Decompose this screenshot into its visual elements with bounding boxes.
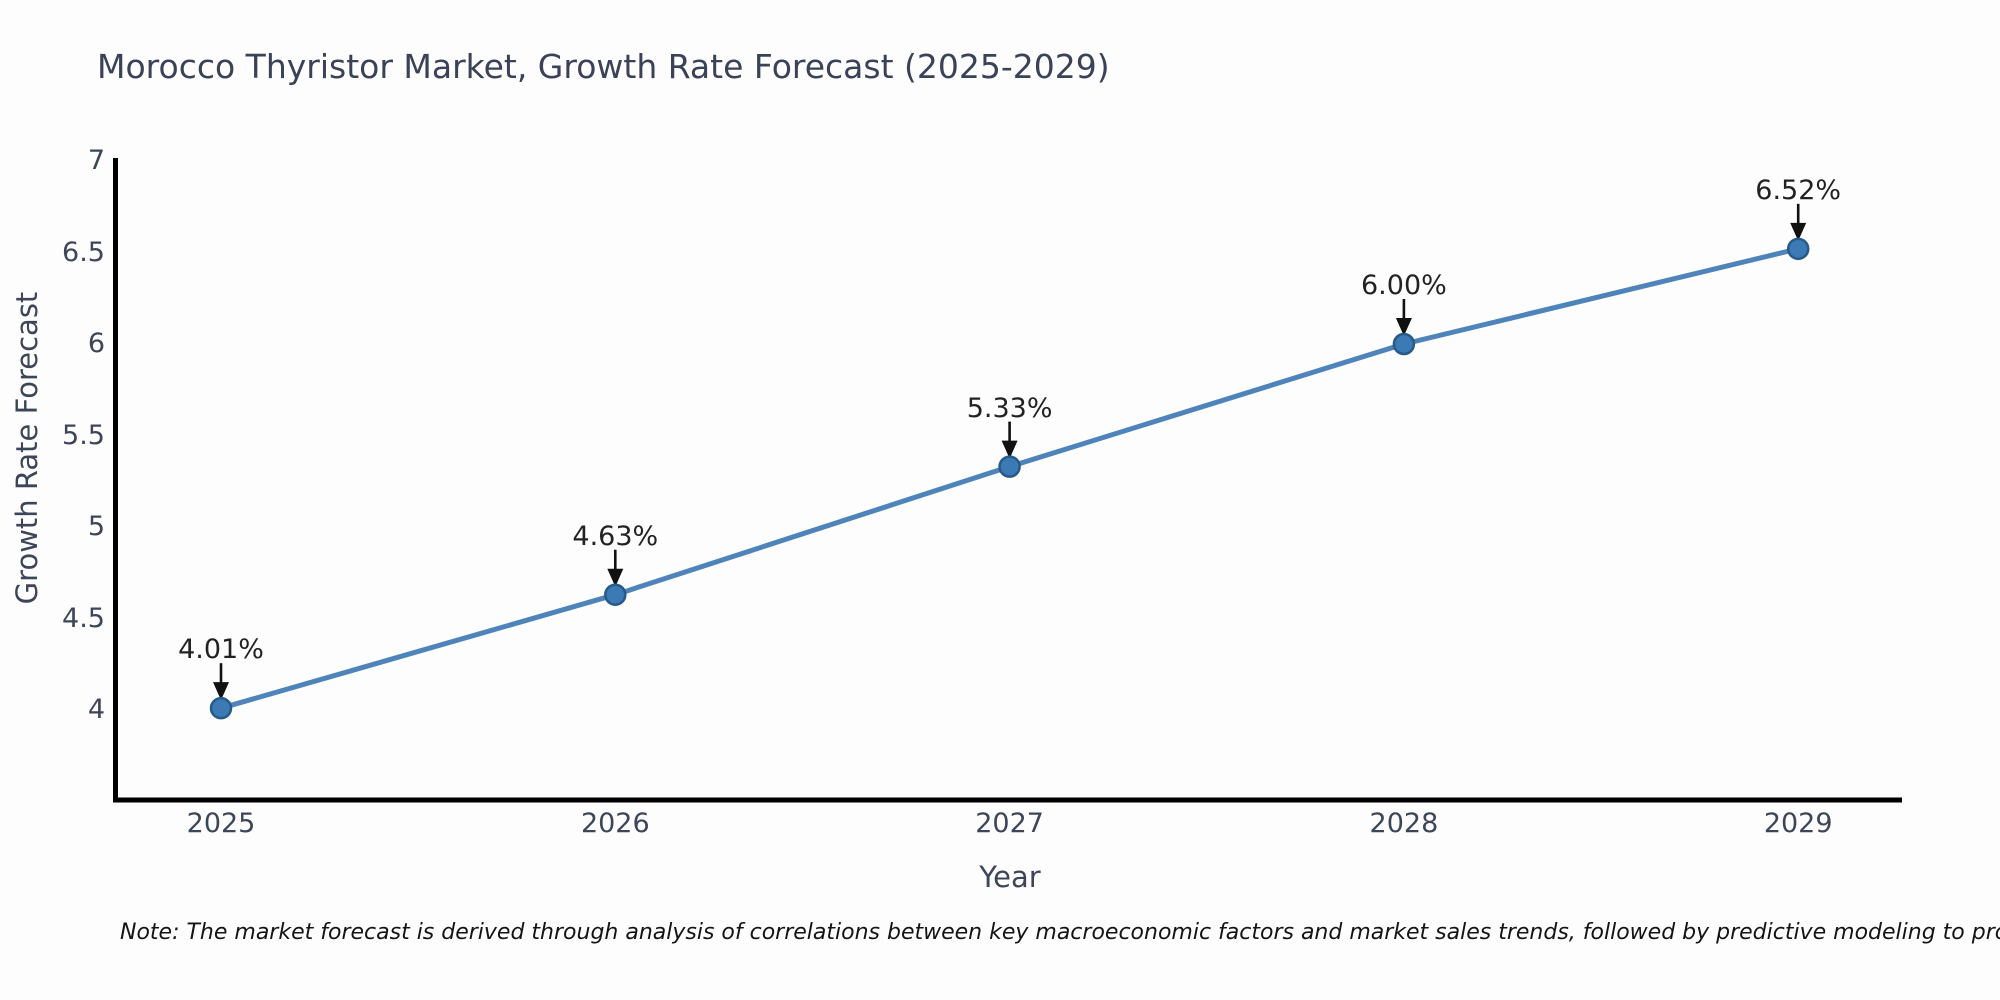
x-tick-label: 2028 <box>1369 808 1439 839</box>
annotation-arrowhead <box>213 682 229 701</box>
x-tick-label: 2025 <box>186 808 256 839</box>
y-tick-label: 7 <box>87 145 105 176</box>
point-label: 6.52% <box>1755 174 1842 206</box>
annotation-arrowhead <box>1001 440 1018 459</box>
y-tick-label: 5.5 <box>62 419 105 451</box>
annotation-arrowhead <box>607 568 624 587</box>
footnote: Note: The market forecast is derived thr… <box>120 920 2000 945</box>
data-point-marker <box>1392 332 1416 356</box>
y-tick-label: 5 <box>87 511 105 542</box>
data-line <box>218 246 1801 711</box>
y-tick-label: 4.5 <box>62 602 105 634</box>
y-tick-label: 6 <box>87 328 105 359</box>
point-label: 6.00% <box>1361 270 1447 301</box>
x-tick-label: 2027 <box>975 808 1044 839</box>
data-point-marker <box>998 455 1021 478</box>
point-label: 4.01% <box>178 634 264 666</box>
x-tick-label: 2026 <box>580 808 650 839</box>
annotation-arrowhead <box>1790 222 1807 241</box>
data-point-marker <box>604 583 627 606</box>
x-axis-title: Year <box>979 860 1041 894</box>
y-axis-line <box>113 158 118 803</box>
data-point-marker <box>209 696 233 720</box>
annotation-arrowhead <box>1395 318 1412 336</box>
y-tick-label: 6.5 <box>62 236 105 268</box>
point-label: 5.33% <box>966 392 1053 424</box>
y-axis-title: Growth Rate Forecast <box>10 291 44 605</box>
y-tick-label: 4 <box>87 694 105 725</box>
x-axis-line <box>113 797 1902 803</box>
data-point-marker <box>1786 237 1810 261</box>
point-label: 4.63% <box>572 520 659 552</box>
x-tick-label: 2029 <box>1763 808 1833 839</box>
chart-title: Morocco Thyristor Market, Growth Rate Fo… <box>97 47 1110 86</box>
